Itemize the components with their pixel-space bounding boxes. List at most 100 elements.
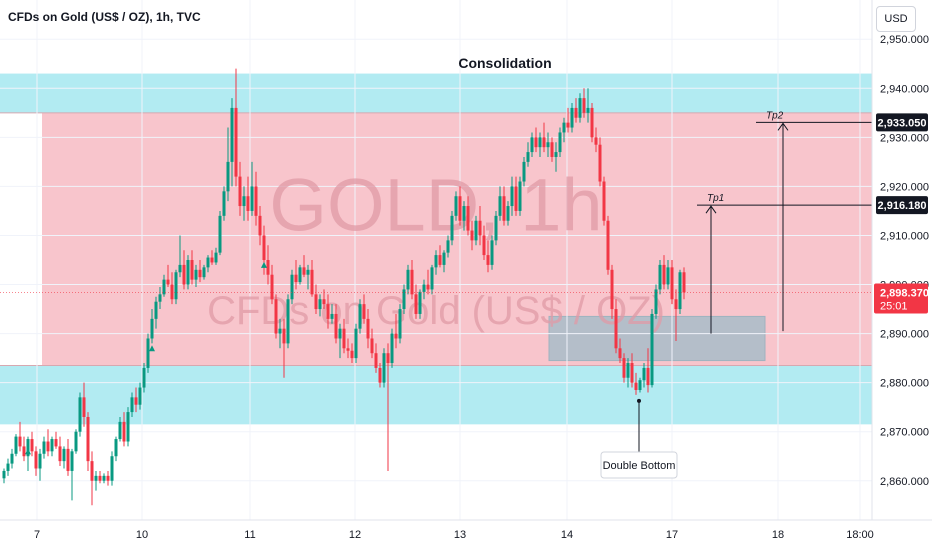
price-axis[interactable] (872, 0, 932, 550)
candle-body[interactable] (94, 475, 98, 481)
candle-body[interactable] (210, 257, 214, 263)
candle-body[interactable] (374, 353, 378, 368)
candle-body[interactable] (334, 313, 338, 339)
candle-body[interactable] (218, 215, 222, 253)
candle-body[interactable] (294, 274, 298, 283)
candle-body[interactable] (314, 294, 318, 310)
candle-body[interactable] (114, 439, 118, 457)
candle-body[interactable] (586, 107, 590, 113)
candle-body[interactable] (454, 196, 458, 216)
candle-body[interactable] (126, 412, 130, 442)
candle-body[interactable] (150, 318, 154, 339)
candle-body[interactable] (470, 230, 474, 241)
candle-body[interactable] (418, 291, 422, 314)
candle-body[interactable] (290, 274, 294, 300)
candle-body[interactable] (658, 264, 662, 290)
candle-body[interactable] (326, 304, 330, 319)
resistance-zone[interactable] (0, 73, 872, 113)
candle-body[interactable] (130, 397, 134, 413)
candle-body[interactable] (394, 333, 398, 339)
candle-body[interactable] (518, 181, 522, 211)
candle-body[interactable] (458, 196, 462, 221)
candle-body[interactable] (306, 269, 310, 275)
candle-body[interactable] (342, 328, 346, 349)
candle-body[interactable] (362, 304, 366, 319)
candle-body[interactable] (678, 272, 682, 310)
candle-body[interactable] (462, 206, 466, 221)
candle-body[interactable] (630, 363, 634, 383)
candle-body[interactable] (182, 264, 186, 285)
candle-body[interactable] (42, 441, 46, 454)
candle-body[interactable] (378, 367, 382, 383)
candle-body[interactable] (106, 475, 110, 481)
candle-body[interactable] (98, 475, 102, 481)
candle-body[interactable] (54, 439, 58, 447)
candle-body[interactable] (438, 255, 442, 265)
candle-body[interactable] (618, 348, 622, 359)
candle-body[interactable] (206, 257, 210, 268)
candle-body[interactable] (358, 304, 362, 329)
candle-body[interactable] (70, 451, 74, 471)
candle-body[interactable] (18, 436, 22, 447)
candle-body[interactable] (278, 328, 282, 334)
candle-body[interactable] (430, 267, 434, 290)
candle-body[interactable] (534, 137, 538, 148)
candle-body[interactable] (410, 269, 414, 295)
candle-body[interactable] (302, 267, 306, 275)
candle-body[interactable] (478, 220, 482, 236)
currency-selector[interactable]: USD (876, 6, 916, 32)
candle-body[interactable] (578, 98, 582, 118)
support-zone[interactable] (0, 365, 872, 425)
candle-body[interactable] (318, 299, 322, 310)
candle-body[interactable] (582, 98, 586, 113)
candle-body[interactable] (542, 137, 546, 148)
candle-body[interactable] (122, 421, 126, 442)
candle-body[interactable] (662, 264, 666, 285)
candle-body[interactable] (330, 313, 334, 319)
candle-body[interactable] (190, 260, 194, 280)
candle-body[interactable] (450, 215, 454, 241)
candle-body[interactable] (6, 463, 10, 471)
candle-body[interactable] (10, 453, 14, 464)
candle-body[interactable] (30, 439, 34, 452)
candle-body[interactable] (638, 380, 642, 390)
candle-body[interactable] (590, 107, 594, 138)
candle-body[interactable] (250, 186, 254, 211)
candle-body[interactable] (598, 144, 602, 182)
candle-body[interactable] (442, 252, 446, 265)
candle-body[interactable] (174, 272, 178, 300)
candle-body[interactable] (246, 196, 250, 211)
candle-body[interactable] (626, 363, 630, 378)
candle-body[interactable] (606, 220, 610, 270)
candle-body[interactable] (494, 215, 498, 241)
candle-body[interactable] (682, 272, 686, 293)
candle-body[interactable] (666, 267, 670, 285)
candle-body[interactable] (186, 260, 190, 285)
candle-body[interactable] (634, 382, 638, 390)
candle-body[interactable] (510, 186, 514, 207)
candle-body[interactable] (74, 431, 78, 452)
candle-body[interactable] (158, 294, 162, 302)
candle-body[interactable] (386, 353, 390, 364)
candle-body[interactable] (142, 367, 146, 388)
candle-body[interactable] (354, 328, 358, 359)
candle-body[interactable] (238, 176, 242, 207)
candle-body[interactable] (66, 448, 70, 471)
candle-body[interactable] (154, 301, 158, 319)
candle-body[interactable] (270, 274, 274, 300)
time-axis[interactable] (0, 520, 932, 550)
candle-body[interactable] (338, 328, 342, 339)
candle-body[interactable] (134, 397, 138, 405)
candle-body[interactable] (562, 122, 566, 133)
candle-body[interactable] (214, 252, 218, 263)
entry-box[interactable] (548, 315, 766, 362)
candle-body[interactable] (162, 279, 166, 295)
candle-body[interactable] (642, 367, 646, 381)
candle-body[interactable] (90, 461, 94, 481)
candle-body[interactable] (522, 161, 526, 182)
candle-body[interactable] (266, 260, 270, 275)
candle-body[interactable] (26, 439, 30, 457)
candle-body[interactable] (574, 107, 578, 118)
candle-body[interactable] (274, 299, 278, 334)
